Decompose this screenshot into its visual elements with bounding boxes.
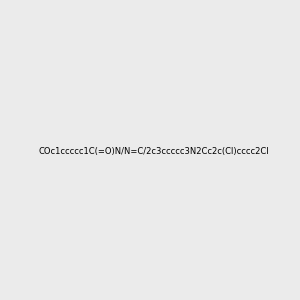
Text: COc1ccccc1C(=O)N/N=C/2c3ccccc3N2Cc2c(Cl)cccc2Cl: COc1ccccc1C(=O)N/N=C/2c3ccccc3N2Cc2c(Cl)…	[38, 147, 269, 156]
